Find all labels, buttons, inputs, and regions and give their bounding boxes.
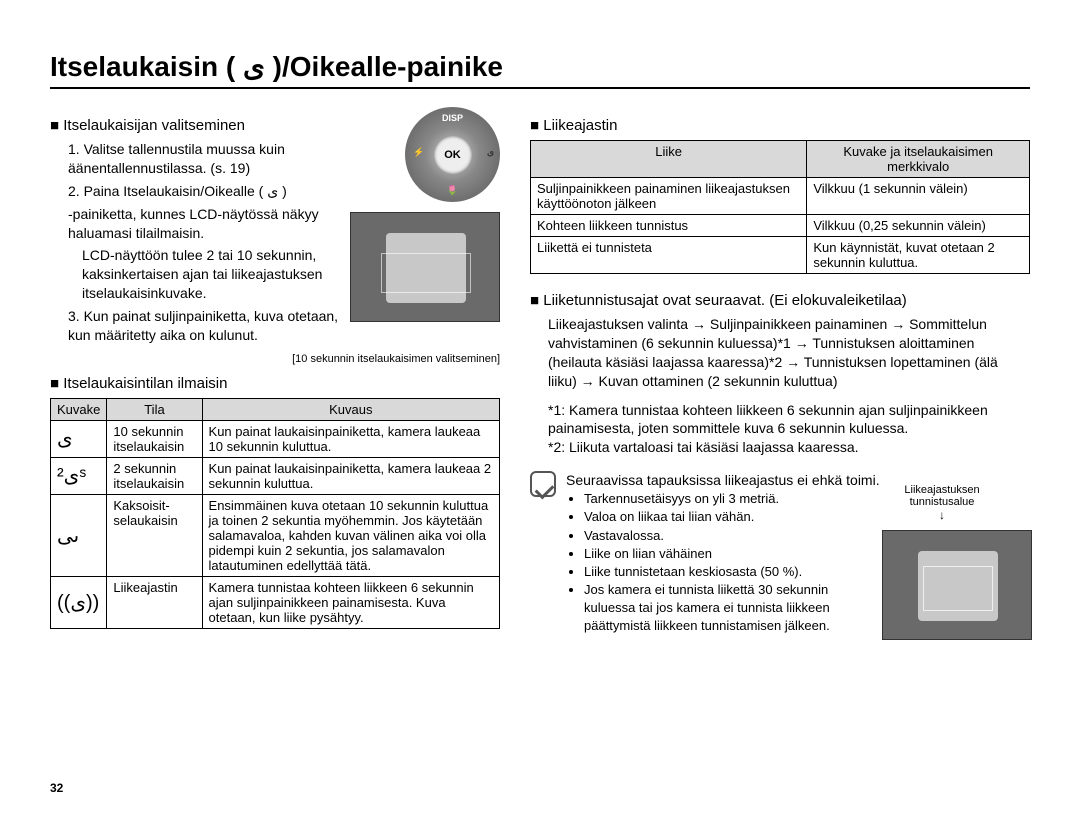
table-row: ى²ˢ 2 sekunnin itselaukaisin Kun painat … <box>51 457 500 494</box>
note-box: Seuraavissa tapauksissa liikeajastus ei … <box>530 471 1030 640</box>
right-heading-2: ■ Liiketunnistusajat ovat seuraavat. (Ei… <box>530 292 1030 309</box>
table-row: ى 10 sekunnin itselaukaisin Kun painat l… <box>51 420 500 457</box>
table-row: Kohteen liikkeen tunnistus Vilkkuu (0,25… <box>531 215 1030 237</box>
cell-tila: 10 sekunnin itselaukaisin <box>107 420 202 457</box>
preview-focus-rect <box>381 253 471 293</box>
cell-tila: Kaksoisit­selaukaisin <box>107 494 202 576</box>
bullet-item: Vastavalossa. <box>584 527 864 545</box>
dial-disp: DISP <box>442 113 463 123</box>
table-row: Suljinpainikkeen painaminen liikeajastuk… <box>531 178 1030 215</box>
bullet-item: Liike on liian vähäinen <box>584 545 864 563</box>
table-row: Liikettä ei tunnisteta Kun käynnistät, k… <box>531 237 1030 274</box>
step-2b: -painiketta, kunnes LCD-näytössä näkyy h… <box>68 205 340 243</box>
cell-kuvaus: Kun painat laukaisinpainiketta, kamera l… <box>202 420 499 457</box>
step-2a: 2. Paina Itselaukaisin/Oikealle ( ى ) <box>68 182 340 201</box>
table-row: ىى Kaksoisit­selaukaisin Ensimmäinen kuv… <box>51 494 500 576</box>
th-kuvake: Kuvake <box>51 398 107 420</box>
detection-area-illus <box>882 530 1032 640</box>
timer-icon: ىى <box>51 494 107 576</box>
step-2c: LCD-näyttöön tulee 2 tai 10 sekunnin, ka… <box>82 246 340 303</box>
th-liike: Liike <box>531 141 807 178</box>
page-number: 32 <box>50 781 63 795</box>
dial-left-icon: ⚡ <box>413 147 424 158</box>
dial-ok: OK <box>434 136 472 174</box>
page-title: Itselaukaisin ( ى )/Oikealle-painike <box>50 50 1030 89</box>
flow-text: Liikeajastuksen valinta → Suljinpainikke… <box>548 315 1030 391</box>
footnote-1: *1: Kamera tunnistaa kohteen liikkeen 6 … <box>548 401 1030 439</box>
cell-kuvaus: Kamera tunnistaa kohteen liikkeen 6 seku… <box>202 576 499 628</box>
illus-detection-rect <box>923 566 993 611</box>
note-icon <box>530 471 556 497</box>
lcd-preview <box>350 212 500 322</box>
right-heading-1: ■ Liikeajastin <box>530 117 1030 134</box>
th-merkkivalo: Kuvake ja itselaukaisimen merkkivalo <box>807 141 1030 178</box>
left-heading-1: ■ Itselaukaisijan valitseminen <box>50 117 340 134</box>
cell-a: Suljinpainikkeen painaminen liikeajastuk… <box>531 178 807 215</box>
left-column: ■ Itselaukaisijan valitseminen 1. Valits… <box>50 107 500 640</box>
bullet-item: Valoa on liikaa tai liian vähän. <box>584 508 864 526</box>
footnote-2: *2: Liikuta vartaloasi tai käsiäsi laaja… <box>548 438 1030 457</box>
content-columns: ■ Itselaukaisijan valitseminen 1. Valits… <box>50 107 1030 640</box>
step-1: 1. Valitse tallennustila muussa kuin ään… <box>68 140 340 178</box>
cell-a: Kohteen liikkeen tunnistus <box>531 215 807 237</box>
cell-kuvaus: Ensimmäinen kuva otetaan 10 sekunnin kul… <box>202 494 499 576</box>
left-heading-2: ■ Itselaukaisintilan ilmaisin <box>50 375 500 392</box>
cell-b: Vilkkuu (0,25 sekunnin välein) <box>807 215 1030 237</box>
timer-icon: ى <box>51 420 107 457</box>
bullet-item: Tarkennusetäisyys on yli 3 metriä. <box>584 490 864 508</box>
cell-b: Vilkkuu (1 sekunnin välein) <box>807 178 1030 215</box>
dial-illustration: OK DISP ى ⚡ 🌷 <box>405 107 500 202</box>
cell-kuvaus: Kun painat laukaisinpainiketta, kamera l… <box>202 457 499 494</box>
cell-tila: 2 sekunnin itselaukaisin <box>107 457 202 494</box>
bullet-item: Liike tunnistetaan keskiosasta (50 %). <box>584 563 864 581</box>
table-row: ((ى)) Liikeajastin Kamera tunnistaa koht… <box>51 576 500 628</box>
right-column: ■ Liikeajastin Liike Kuvake ja itselauka… <box>530 107 1030 640</box>
note-bullets: Tarkennusetäisyys on yli 3 metriä. Valoa… <box>584 490 864 640</box>
bullet-item: Jos kamera ei tunnista liikettä 30 sekun… <box>584 581 864 636</box>
arrow-down-icon: ↓ <box>939 508 945 522</box>
dial-right-icon: ى <box>487 147 494 158</box>
timer-icon: ((ى)) <box>51 576 107 628</box>
timer-mode-table: Kuvake Tila Kuvaus ى 10 sekunnin itselau… <box>50 398 500 629</box>
timer-icon: ى²ˢ <box>51 457 107 494</box>
motion-timer-table: Liike Kuvake ja itselaukaisimen merkkiva… <box>530 140 1030 274</box>
cell-b: Kun käynnistät, kuvat otetaan 2 sekunnin… <box>807 237 1030 274</box>
caption-10s: [10 sekunnin itselaukaisimen valitsemine… <box>50 353 500 365</box>
illus-label: Liikeajastuksen tunnistusalue↓ <box>872 484 1012 522</box>
th-kuvaus: Kuvaus <box>202 398 499 420</box>
step-3: 3. Kun painat suljinpainiketta, kuva ote… <box>68 307 340 345</box>
cell-tila: Liikeajastin <box>107 576 202 628</box>
dial-bottom-icon: 🌷 <box>447 185 458 196</box>
cell-a: Liikettä ei tunnisteta <box>531 237 807 274</box>
th-tila: Tila <box>107 398 202 420</box>
